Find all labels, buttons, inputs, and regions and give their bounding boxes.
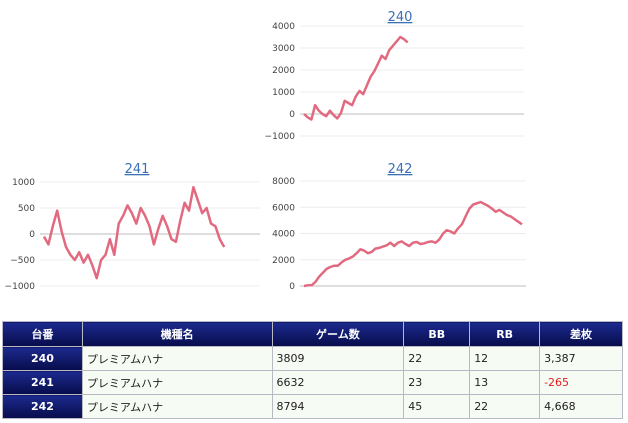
chart-title-241[interactable]: 241 xyxy=(125,162,150,177)
y-tick-label: 3000 xyxy=(272,44,295,54)
y-tick-label: 1000 xyxy=(272,88,295,98)
y-tick-label: 500 xyxy=(18,204,35,214)
diff-value: -265 xyxy=(539,370,623,395)
bb-count: 45 xyxy=(403,394,471,419)
series-line xyxy=(303,200,523,288)
game-count: 8794 xyxy=(271,394,405,419)
y-tick-label: 0 xyxy=(289,282,295,292)
header-game-count: ゲーム数 xyxy=(271,321,405,347)
table-row: 240 プレミアムハナ 3809 22 12 3,387 xyxy=(2,346,623,371)
header-bb: BB xyxy=(403,321,471,347)
machine-name: プレミアムハナ xyxy=(81,394,273,419)
rb-count: 12 xyxy=(469,346,541,371)
y-tick-label: 6000 xyxy=(272,203,295,213)
chart-242: 242 8000 6000 4000 2000 0 xyxy=(272,162,526,292)
y-tick-label: −1000 xyxy=(265,132,296,142)
rb-count: 13 xyxy=(469,370,541,395)
y-tick-label: 8000 xyxy=(272,177,295,187)
header-rb: RB xyxy=(469,321,541,347)
y-tick-label: 2000 xyxy=(272,256,295,266)
header-unit-no: 台番 xyxy=(2,321,83,347)
y-tick-label: 0 xyxy=(289,110,295,120)
game-count: 3809 xyxy=(271,346,405,371)
chart-240: 240 4000 3000 2000 1000 0 −1000 xyxy=(265,10,524,142)
game-count: 6632 xyxy=(271,370,405,395)
y-tick-label: 2000 xyxy=(272,66,295,76)
diff-value: 3,387 xyxy=(539,346,623,371)
machine-name: プレミアムハナ xyxy=(81,370,273,395)
unit-no: 241 xyxy=(2,370,83,395)
y-tick-label: 0 xyxy=(29,230,35,240)
bb-count: 22 xyxy=(403,346,471,371)
rb-count: 22 xyxy=(469,394,541,419)
header-machine-name: 機種名 xyxy=(81,321,273,347)
y-tick-label: −1000 xyxy=(5,282,36,292)
table-header-row: 台番 機種名 ゲーム数 BB RB 差枚 xyxy=(2,321,623,347)
y-tick-label: 4000 xyxy=(272,230,295,240)
bb-count: 23 xyxy=(403,370,471,395)
table-row: 242 プレミアムハナ 8794 45 22 4,668 xyxy=(2,394,623,419)
results-table: 台番 機種名 ゲーム数 BB RB 差枚 240 プレミアムハナ 3809 22… xyxy=(2,321,623,419)
y-tick-label: 1000 xyxy=(12,178,35,188)
series-line xyxy=(42,185,226,280)
chart-title-240[interactable]: 240 xyxy=(388,10,413,25)
y-tick-label: −500 xyxy=(10,256,35,266)
unit-no: 240 xyxy=(2,346,83,371)
chart-241: 241 1000 500 0 −500 −1000 xyxy=(5,162,260,292)
diff-value: 4,668 xyxy=(539,394,623,419)
table-row: 241 プレミアムハナ 6632 23 13 -265 xyxy=(2,370,623,395)
unit-no: 242 xyxy=(2,394,83,419)
series-line xyxy=(303,35,409,121)
header-diff: 差枚 xyxy=(539,321,623,347)
y-tick-label: 4000 xyxy=(272,22,295,32)
chart-title-242[interactable]: 242 xyxy=(388,162,413,177)
machine-name: プレミアムハナ xyxy=(81,346,273,371)
